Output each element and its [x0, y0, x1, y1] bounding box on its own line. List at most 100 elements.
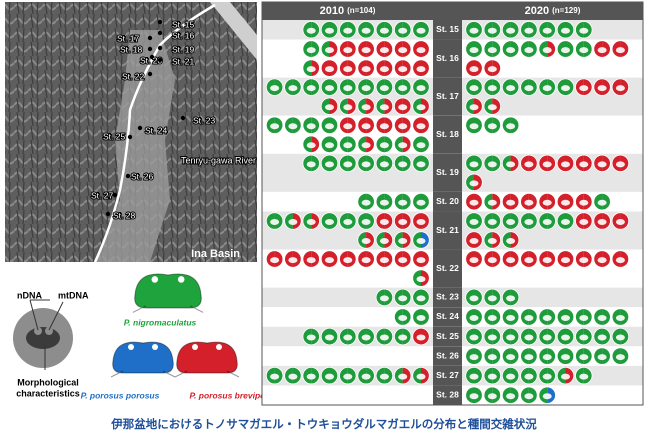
map-station-label: St. 25 [103, 131, 125, 141]
frog-icon-rim [611, 250, 630, 268]
frog-icon-rim [593, 327, 611, 346]
frog-icon-rim [284, 366, 302, 385]
map-station-label: St. 15 [172, 19, 194, 29]
frog-icon-body [524, 218, 534, 225]
frog-icon-body [487, 373, 497, 380]
frog-icon-rim [465, 154, 483, 173]
station-dot [149, 54, 155, 60]
frog-icon-rim [520, 212, 538, 230]
frog-icon-body [270, 85, 280, 92]
frog-figure [110, 341, 176, 378]
frog-icon-body [487, 295, 497, 302]
frog-icon-body [288, 257, 298, 264]
frog-icon-rim [575, 347, 593, 365]
frog-icon-body [615, 334, 625, 341]
frog-icon-rim [465, 288, 483, 307]
frog-icon-rim [575, 327, 593, 346]
ndna-label: nDNA [17, 290, 42, 300]
map-station-label: St. 27 [91, 190, 113, 200]
frog-icon-body [398, 295, 408, 302]
station-cell [433, 346, 462, 366]
frog-icon-body [361, 257, 371, 264]
frog-icon-rim [394, 308, 412, 326]
frog-icon-rim [394, 192, 412, 211]
frog-icon-rim [394, 212, 412, 230]
frog-icon-rim [320, 250, 339, 268]
frog-icon-rim [593, 347, 611, 365]
frog-icon-body [379, 85, 389, 92]
frog-icon-rim [483, 154, 502, 173]
station-label: St. 17 [436, 91, 459, 101]
station-dot [137, 125, 143, 131]
station-dot [147, 71, 153, 77]
frog-icon-rim [284, 116, 302, 134]
frog-icon-body [306, 334, 316, 341]
frog-icon-body [325, 47, 334, 54]
frog-icon-rim [465, 366, 483, 385]
frog-icon-body [487, 161, 497, 168]
frog-icon-rim [465, 347, 483, 365]
frog-icon-rim [412, 192, 430, 211]
frog-icon-rim [339, 40, 357, 58]
frog-icon-body [469, 104, 479, 111]
frog-icon-rim [501, 327, 520, 346]
frog-icon-body [597, 47, 607, 54]
year: 2010 [320, 5, 344, 17]
frog-icon-rim [320, 40, 339, 58]
frog-icon-body [506, 393, 516, 400]
frog-icon-body [579, 161, 589, 168]
species-label: P. nigromaculatus [124, 317, 197, 327]
station-label: St. 16 [436, 53, 459, 63]
frog-icon-body [325, 373, 334, 380]
station-cell [433, 153, 462, 192]
frog-icon-body [306, 123, 316, 130]
frog-icon-body [615, 257, 625, 264]
frog-icon-body [506, 257, 516, 264]
frog-icon-body [343, 257, 353, 264]
frog-icon-body [379, 257, 389, 264]
mtdna-label: mtDNA [58, 290, 89, 300]
frog-icon-rim [412, 154, 430, 173]
frog-icon-body [469, 123, 479, 130]
frog-icon-rim [538, 21, 556, 39]
frog-icon-body [542, 218, 552, 225]
frog-icon-body [416, 199, 426, 206]
frog-icon-rim [501, 21, 520, 39]
frog-icon-rim [339, 154, 357, 173]
station-cell [433, 249, 462, 288]
frog-icon-rim [375, 59, 394, 77]
frog-icon-body [343, 47, 353, 54]
station-cell [433, 39, 462, 78]
frog-icon-rim [520, 347, 538, 365]
frog-icon-rim [501, 116, 520, 134]
frog-icon-rim [320, 78, 339, 96]
frog-figure [132, 273, 204, 313]
frog-icon-body [487, 85, 497, 92]
frog-icon-body [561, 47, 570, 54]
frog-icon-rim [593, 250, 611, 268]
frog-icon-rim [375, 231, 394, 249]
frog-icon-rim [538, 347, 556, 365]
frog-icon-body [343, 123, 353, 130]
frog-icon-body [379, 334, 389, 341]
frog-icon-rim [501, 250, 520, 268]
map-station-label: St. 16 [172, 30, 194, 40]
frog-icon-rim [320, 154, 339, 173]
frog-icon-body [379, 27, 389, 34]
frog-icon-rim [394, 116, 412, 134]
frog-icon-rim [394, 366, 412, 385]
station-dot [180, 115, 186, 121]
frog-icon-rim [575, 40, 593, 58]
frog-icon-body [469, 161, 479, 168]
frog-icon-rim [483, 250, 502, 268]
frog-icon-rim [357, 192, 375, 211]
frog-icon-body [416, 161, 426, 168]
frog-icon-rim [412, 21, 430, 39]
frog-icon-body [615, 314, 625, 321]
frog-icon-rim [465, 250, 483, 268]
frog-icon-rim [412, 288, 430, 307]
frog-icon-rim [465, 192, 483, 211]
frog-icon-body [524, 354, 534, 361]
frog-icon-body [487, 238, 497, 245]
